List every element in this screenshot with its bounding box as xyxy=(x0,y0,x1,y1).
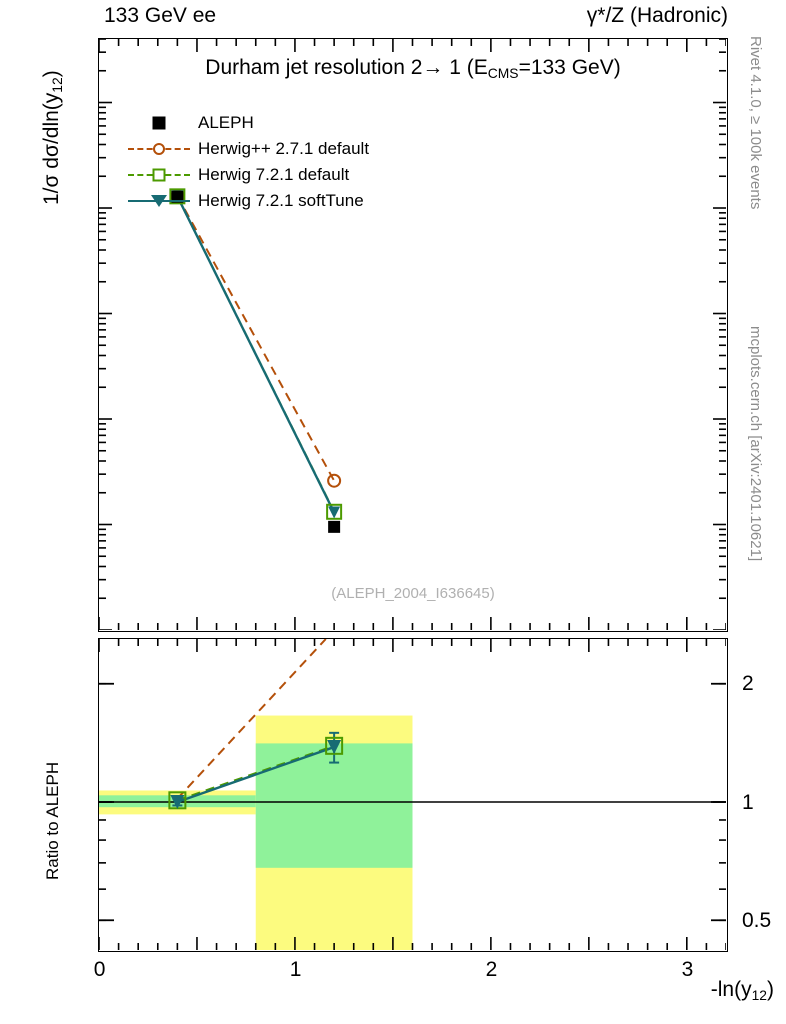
legend-key xyxy=(128,139,190,159)
legend-marker-down-triangle-icon xyxy=(151,195,167,207)
header-right-label: γ*/Z (Hadronic) xyxy=(586,4,728,27)
legend-marker-filled-square-icon xyxy=(152,116,166,130)
ratio-plot-canvas xyxy=(99,639,726,950)
legend-key xyxy=(128,165,190,185)
legend-label: ALEPH xyxy=(198,113,254,132)
main-plot-canvas xyxy=(99,39,726,630)
legend-key xyxy=(128,113,190,133)
plot-title-arrow: → xyxy=(422,56,444,79)
legend-label: Herwig 7.2.1 default xyxy=(198,165,350,184)
legend: ALEPH Herwig++ 2.7.1 default Herwig 7.2.1 … xyxy=(128,110,369,214)
legend-item: Herwig 7.2.1 softTune xyxy=(128,188,369,214)
x-tick-label: 0 xyxy=(93,958,106,981)
x-tick-label: 3 xyxy=(681,958,694,981)
legend-key xyxy=(128,191,190,211)
plot-title-mid: 1 (E xyxy=(443,56,488,79)
page-title: Durham jet resolution 2→ 1 (ECMS=133 GeV… xyxy=(98,56,728,81)
analysis-id-watermark: (ALEPH_2004_I636645) xyxy=(331,585,495,602)
plot-title-sub: CMS xyxy=(487,65,519,82)
x-axis-label-post: ) xyxy=(767,978,774,1001)
y-axis-ticklabels-ratio-right: 2 1 0.5 xyxy=(736,0,786,1024)
legend-item: Herwig++ 2.7.1 default xyxy=(128,136,369,162)
legend-label: Herwig++ 2.7.1 default xyxy=(198,139,370,158)
plot-title-pre: Durham jet resolution 2 xyxy=(205,56,423,79)
y-tick-label-ratio-right: 0.5 xyxy=(742,908,772,932)
y-tick-label-ratio-right: 1 xyxy=(742,790,754,814)
ratio-plot-panel xyxy=(98,638,728,952)
main-plot-panel xyxy=(98,38,728,632)
x-axis-label: -ln(y12) xyxy=(711,978,774,1003)
x-tick-label: 2 xyxy=(485,958,498,981)
y-tick-label-ratio-right: 2 xyxy=(742,672,754,696)
x-axis-label-sub: 12 xyxy=(751,987,767,1004)
header-left-label: 133 GeV ee xyxy=(104,4,217,27)
plot-title-post: =133 GeV) xyxy=(518,56,621,79)
x-tick-label: 1 xyxy=(289,958,302,981)
x-axis-label-pre: -ln(y xyxy=(710,978,752,1001)
legend-item: Herwig 7.2.1 default xyxy=(128,162,369,188)
legend-item: ALEPH xyxy=(128,110,369,136)
legend-marker-open-square-icon xyxy=(152,168,166,182)
legend-marker-open-circle-icon xyxy=(153,143,165,155)
legend-label: Herwig 7.2.1 softTune xyxy=(198,191,364,210)
